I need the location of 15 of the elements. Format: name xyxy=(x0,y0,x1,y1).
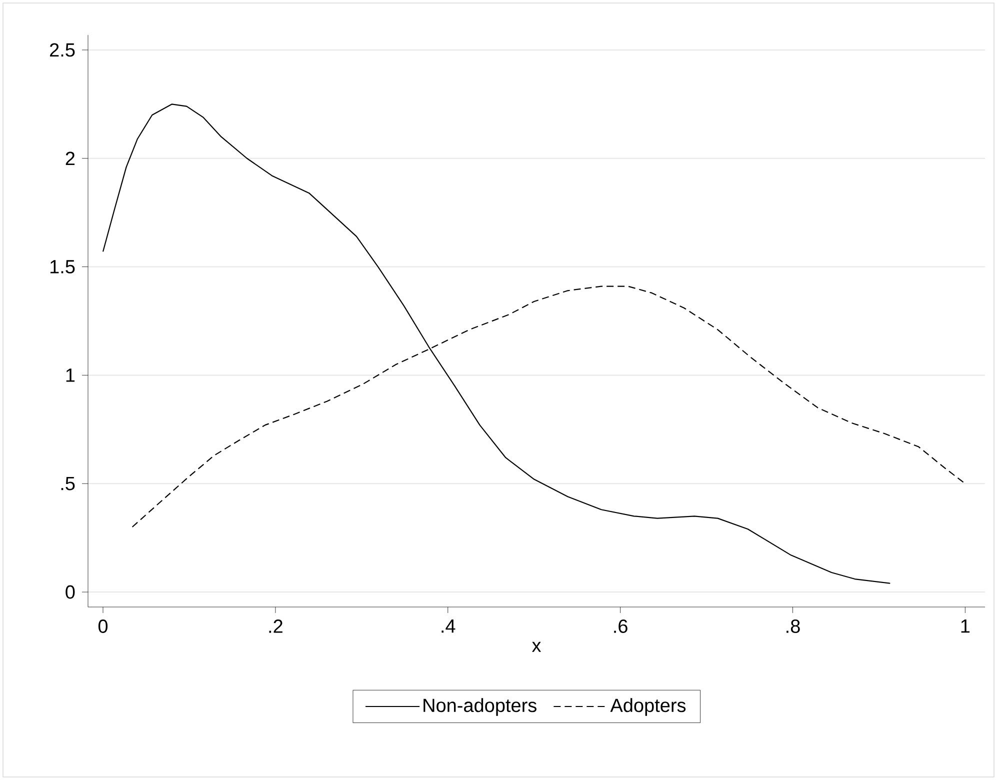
legend-label: Non-adopters xyxy=(424,698,536,716)
y-tick-label: 1 xyxy=(66,368,75,382)
y-tick-label: 1.5 xyxy=(50,260,75,274)
x-tick-label: .8 xyxy=(786,620,800,633)
legend-label: Adopters xyxy=(610,698,686,716)
x-axis-title: x xyxy=(532,642,542,652)
y-tick-label: .5 xyxy=(61,477,75,490)
y-tick-label: 2 xyxy=(66,152,75,166)
y-tick-label: 0 xyxy=(66,585,75,599)
x-tick-label: 1 xyxy=(961,620,970,633)
y-tick-label: 2.5 xyxy=(50,43,75,57)
x-tick-label: .4 xyxy=(442,620,456,633)
x-tick-label: 0 xyxy=(98,620,108,633)
x-tick-label: .2 xyxy=(269,620,282,633)
x-tick-label: .6 xyxy=(614,620,628,633)
